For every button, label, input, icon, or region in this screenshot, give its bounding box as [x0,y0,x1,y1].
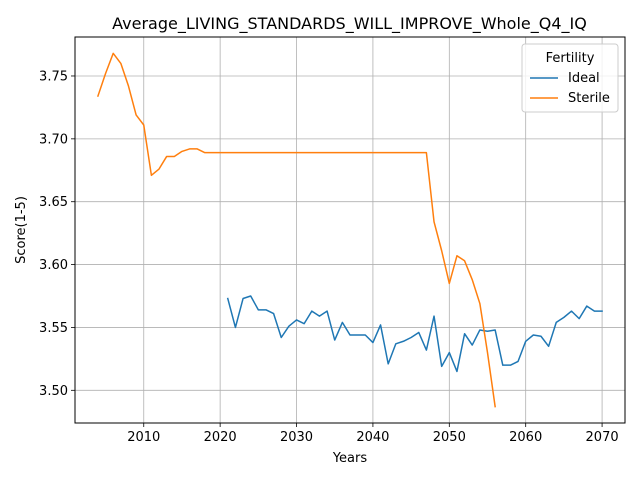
y-tick-label: 3.55 [39,321,68,336]
y-tick-label: 3.75 [39,69,68,84]
x-tick-label: 2020 [204,430,237,445]
series-line-sterile [96,52,496,408]
legend-label-sterile: Sterile [568,91,610,106]
legend-label-ideal: Ideal [568,71,600,86]
grid-lines [75,37,625,423]
legend: Fertility Ideal Sterile [521,43,619,113]
x-tick-label: 2040 [356,430,389,445]
y-axis-label: Score(1-5) [14,196,29,264]
x-axis-label: Years [332,451,368,466]
legend-title: Fertility [546,51,595,66]
y-tick-label: 3.65 [39,195,68,210]
plot-frame [74,36,626,424]
x-tick-label: 2070 [586,430,619,445]
series-lines [96,52,603,408]
y-tick-label: 3.60 [39,258,68,273]
chart-title: Average_LIVING_STANDARDS_WILL_IMPROVE_Wh… [112,14,587,34]
legend-box [521,43,619,113]
x-tick-label: 2060 [509,430,542,445]
axis-ticks: 2010 2020 2030 2040 2050 2060 2070 3.50 3.55 3.60… [39,69,619,445]
x-tick-label: 2010 [127,430,160,445]
x-tick-label: 2030 [280,430,313,445]
x-tick-label: 2050 [433,430,466,445]
series-line-ideal [226,295,603,373]
y-tick-label: 3.50 [39,384,68,399]
y-tick-label: 3.70 [39,132,68,147]
